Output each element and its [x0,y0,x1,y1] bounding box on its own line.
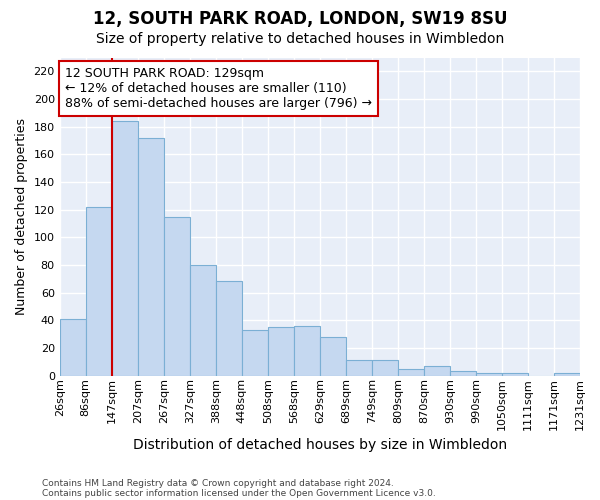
Bar [242,330,268,376]
Bar [138,138,164,376]
Text: Contains public sector information licensed under the Open Government Licence v3: Contains public sector information licen… [42,488,436,498]
Text: Contains HM Land Registry data © Crown copyright and database right 2024.: Contains HM Land Registry data © Crown c… [42,478,394,488]
Bar [164,216,190,376]
Bar [268,327,294,376]
X-axis label: Distribution of detached houses by size in Wimbledon: Distribution of detached houses by size … [133,438,507,452]
Text: 12, SOUTH PARK ROAD, LONDON, SW19 8SU: 12, SOUTH PARK ROAD, LONDON, SW19 8SU [93,10,507,28]
Bar [450,372,476,376]
Bar [372,360,398,376]
Bar [476,372,502,376]
Bar [294,326,320,376]
Bar [190,265,216,376]
Bar [59,319,86,376]
Bar [112,121,138,376]
Bar [424,366,450,376]
Bar [86,207,112,376]
Text: 12 SOUTH PARK ROAD: 129sqm
← 12% of detached houses are smaller (110)
88% of sem: 12 SOUTH PARK ROAD: 129sqm ← 12% of deta… [65,67,372,110]
Text: Size of property relative to detached houses in Wimbledon: Size of property relative to detached ho… [96,32,504,46]
Bar [554,372,580,376]
Bar [398,368,424,376]
Bar [346,360,372,376]
Bar [502,372,528,376]
Bar [216,282,242,376]
Bar [320,337,346,376]
Y-axis label: Number of detached properties: Number of detached properties [15,118,28,315]
